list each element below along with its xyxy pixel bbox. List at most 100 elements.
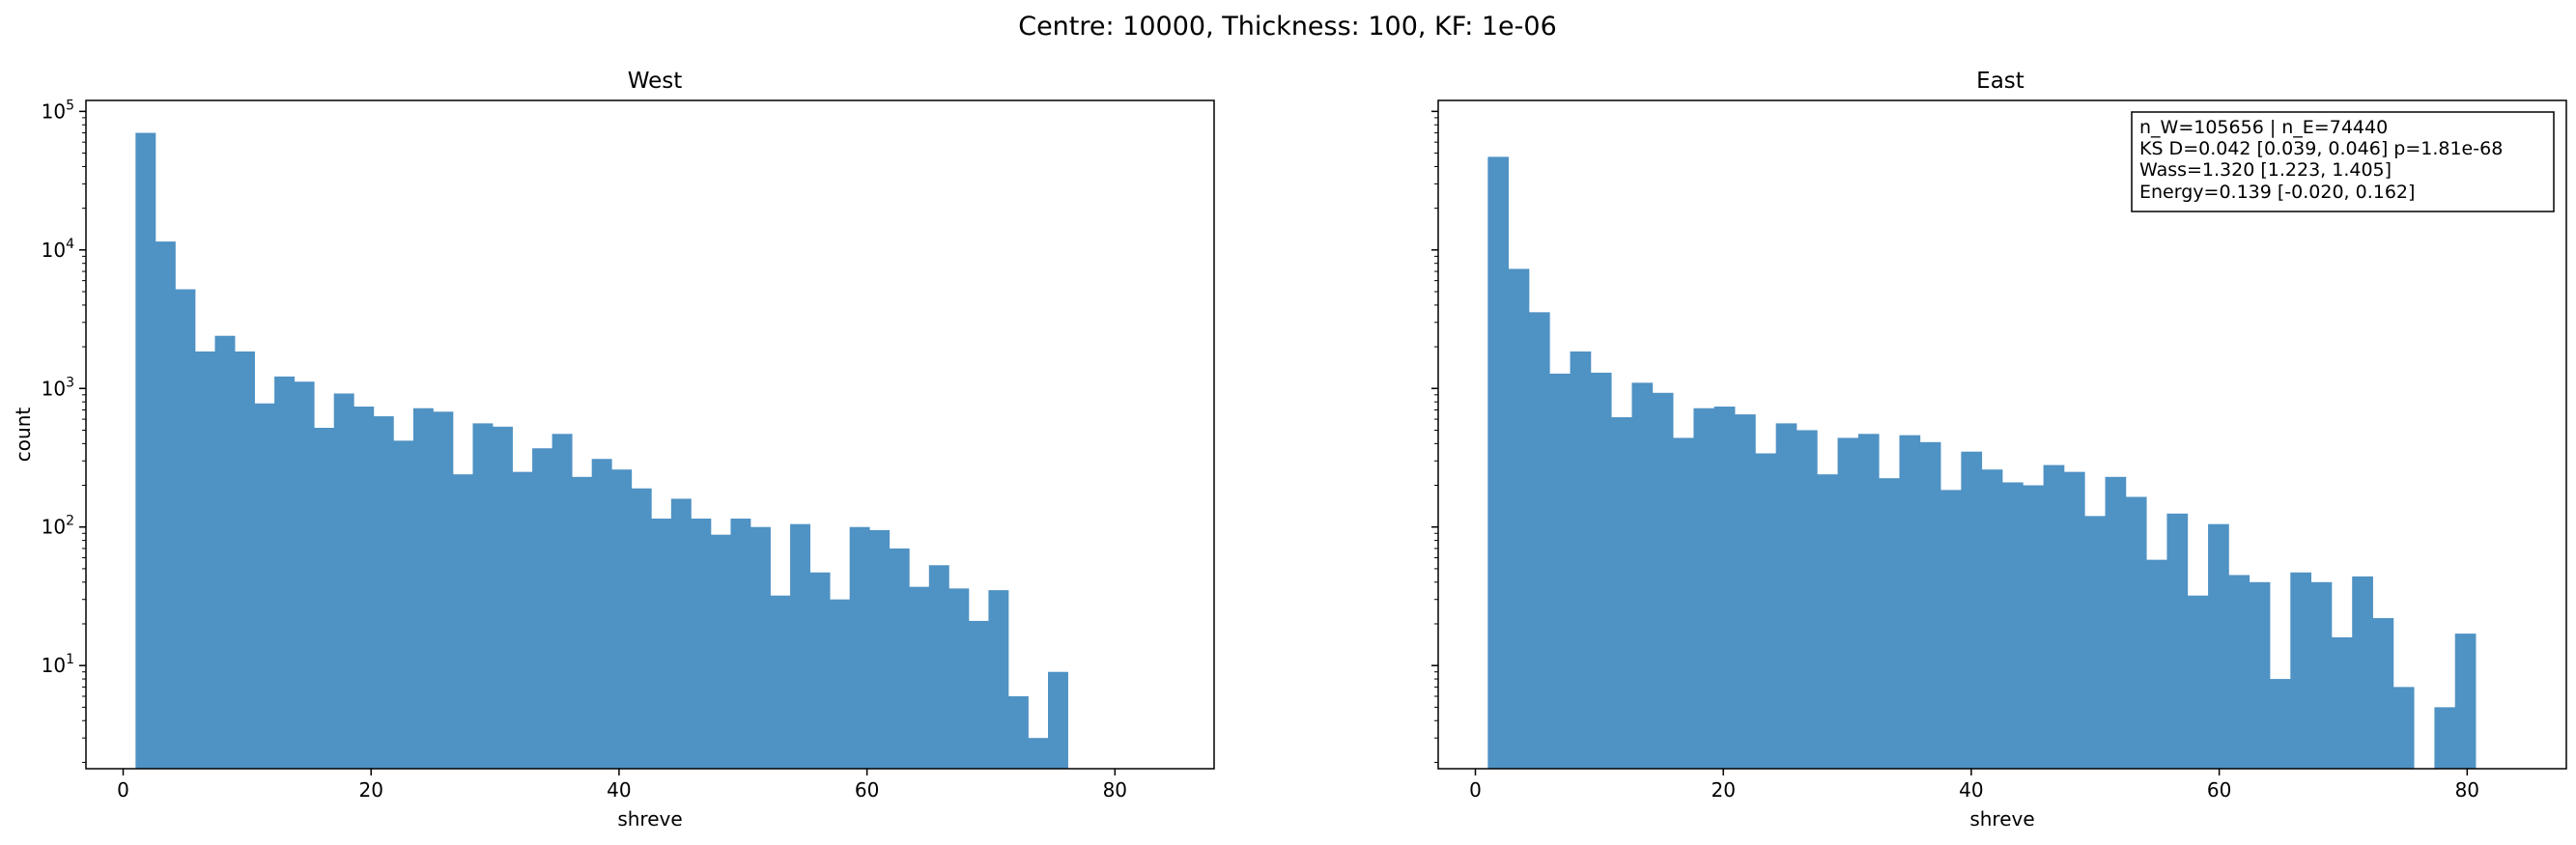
histogram-bar: [1817, 474, 1838, 769]
east-bars: [1487, 156, 2477, 769]
histogram-bar: [928, 565, 949, 769]
histogram-bar: [1919, 441, 1941, 769]
histogram-bar: [254, 403, 275, 769]
east-panel: East 0 20 40 60 80 shreve n_W=105656 | n_E=7…: [1431, 69, 2567, 831]
histogram-bar: [1652, 392, 1674, 769]
x-tick-label: 20: [358, 778, 382, 802]
histogram-bar: [691, 519, 712, 769]
histogram-bar: [2208, 523, 2229, 769]
histogram-bar: [492, 426, 513, 769]
stats-line-wass: Wass=1.320 [1.223, 1.405]: [2139, 159, 2392, 181]
histogram-bar: [2352, 576, 2373, 769]
histogram-bar: [909, 586, 930, 769]
histogram-bar: [1796, 430, 1818, 769]
histogram-bar: [1693, 408, 1715, 769]
stats-box-frame: [2131, 111, 2555, 212]
histogram-bar: [1879, 478, 1900, 769]
histogram-bar: [2269, 679, 2291, 769]
histogram-bar: [2434, 707, 2456, 769]
east-x-label: shreve: [1969, 807, 2034, 831]
histogram-bar: [2023, 485, 2045, 769]
histogram-bar: [2125, 496, 2147, 769]
y-tick-label: 105: [42, 98, 74, 123]
histogram-bar: [175, 289, 196, 769]
histogram-bar: [1735, 414, 1756, 769]
x-tick-label: 80: [2455, 778, 2479, 802]
histogram-bar: [1673, 437, 1694, 769]
x-tick-label: 40: [1959, 778, 1983, 802]
west-x-axis: 0 20 40 60 80: [117, 769, 1127, 802]
histogram-bar: [135, 132, 156, 769]
east-y-axis: [1431, 110, 1438, 763]
figure-suptitle: Centre: 10000, Thickness: 100, KF: 1e-06: [1018, 12, 1557, 42]
histogram-bar: [849, 526, 870, 769]
stats-line-energy: Energy=0.139 [-0.020, 0.162]: [2139, 182, 2415, 203]
east-title: East: [1976, 69, 2024, 94]
histogram-bar: [1048, 671, 1068, 769]
histogram-bar: [1755, 453, 1777, 769]
y-tick-label: 101: [42, 652, 74, 677]
histogram-bar: [790, 523, 810, 769]
histogram-bar: [2187, 595, 2209, 769]
histogram-bar: [1981, 469, 2003, 769]
histogram-bar: [2372, 618, 2394, 769]
histogram-bar: [294, 381, 315, 769]
histogram-bar: [194, 351, 215, 769]
x-tick-label: 40: [607, 778, 631, 802]
histogram-bar: [452, 474, 473, 769]
histogram-bar: [1940, 490, 1962, 769]
x-tick-label: 60: [855, 778, 879, 802]
histogram-bar: [373, 416, 394, 769]
histogram-bar: [710, 534, 731, 769]
stats-line-counts: n_W=105656 | n_E=74440: [2139, 117, 2388, 138]
west-y-label: count: [12, 408, 35, 463]
histogram-bar: [730, 519, 751, 769]
histogram-bar: [1590, 372, 1612, 769]
histogram-bar: [2310, 581, 2333, 769]
histogram-bar: [1631, 382, 1654, 769]
histogram-bar: [889, 548, 910, 769]
x-tick-label: 0: [1469, 778, 1482, 802]
histogram-bar: [2166, 513, 2189, 769]
histogram-bar: [770, 595, 791, 769]
histogram-bar: [1899, 435, 1921, 769]
west-panel: West 0 20 40 60 80 101 102 103 104 105 shreve co…: [12, 69, 1215, 831]
histogram-bar: [1775, 423, 1798, 769]
histogram-bar: [1549, 373, 1571, 769]
histogram-bar: [1028, 738, 1049, 769]
histogram-bar: [2290, 572, 2311, 769]
histogram-bar: [274, 376, 296, 769]
histogram-bar: [869, 529, 891, 769]
histogram-bar: [968, 620, 989, 769]
x-tick-label: 20: [1711, 778, 1735, 802]
histogram-bar: [472, 423, 494, 769]
histogram-bar: [2331, 636, 2353, 769]
histogram-bar: [1713, 407, 1736, 769]
histogram-bar: [591, 459, 612, 769]
y-tick-label: 103: [42, 375, 74, 400]
histogram-bar: [830, 599, 851, 769]
histogram-bar: [512, 471, 533, 769]
histogram-bar: [433, 411, 454, 769]
histogram-bar: [2228, 575, 2250, 769]
stats-legend-box: n_W=105656 | n_E=74440 KS D=0.042 [0.039…: [2131, 111, 2555, 212]
histogram-bar: [2063, 471, 2085, 769]
histogram-bar: [988, 590, 1009, 769]
histogram-bar: [2249, 581, 2271, 769]
histogram-bar: [809, 572, 831, 769]
histogram-bar: [1837, 437, 1859, 769]
histogram-bar: [1508, 268, 1530, 769]
east-plot-frame: [1437, 99, 2567, 770]
histogram-bar: [572, 476, 593, 769]
histogram-bar: [393, 440, 414, 769]
x-tick-label: 60: [2207, 778, 2231, 802]
histogram-bar: [2454, 634, 2477, 769]
histogram-bar: [354, 407, 375, 769]
west-x-label: shreve: [617, 807, 682, 831]
histogram-bar: [1528, 312, 1550, 769]
x-tick-label: 0: [117, 778, 129, 802]
histogram-bar: [670, 498, 692, 769]
histogram-bar: [314, 428, 335, 769]
histogram-bar: [2084, 516, 2106, 769]
